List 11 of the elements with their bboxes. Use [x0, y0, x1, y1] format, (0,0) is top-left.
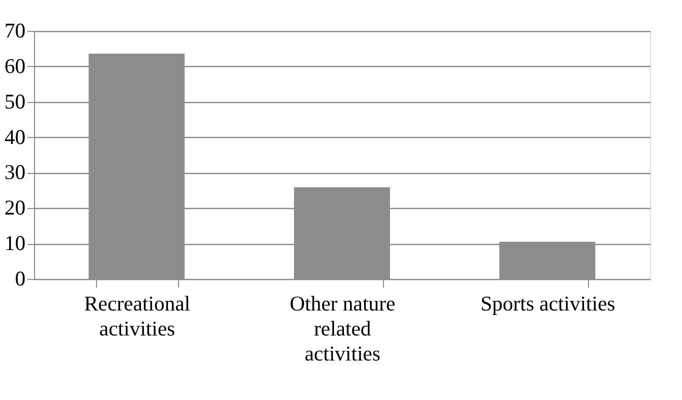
y-tick-label: 0: [15, 266, 26, 290]
y-tick-label: 70: [4, 18, 26, 42]
y-tick-label: 40: [4, 124, 26, 149]
y-tick-label: 30: [4, 160, 26, 184]
x-tick-label: Sports activities: [480, 292, 616, 316]
y-tick-label: 20: [4, 196, 26, 220]
y-tick-label: 10: [4, 231, 26, 256]
x-tick-label: Other nature related activities: [290, 292, 396, 366]
y-tick-label: 60: [4, 54, 26, 78]
x-tick-label: Recreational activities: [84, 292, 190, 340]
y-tick-label: 50: [4, 89, 26, 114]
